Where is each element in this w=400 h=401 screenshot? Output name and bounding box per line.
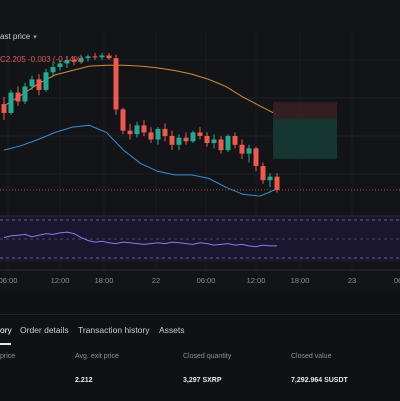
table-cell: 2.212 (75, 377, 93, 384)
tab-order-details[interactable]: Order details (20, 325, 69, 335)
tab-ory[interactable]: ory (0, 325, 12, 335)
column-header: Closed quantity (183, 353, 232, 360)
candle-body (71, 59, 77, 62)
candle-body (15, 92, 21, 102)
candle-body (169, 135, 175, 145)
candle-body (218, 139, 224, 151)
column-header: price (0, 353, 16, 360)
candle-body (253, 148, 259, 167)
candle-body (267, 176, 273, 181)
candle-body (134, 125, 140, 135)
time-axis-label: 06 (393, 276, 400, 285)
candle-body (190, 132, 196, 142)
candle-body (162, 128, 168, 136)
time-axis-label: 06:00 (0, 276, 18, 285)
candle-body (274, 176, 280, 190)
candle-body (260, 166, 266, 181)
bottom-panel: ory Order details Transaction history Asset… (0, 314, 400, 401)
tab-assets[interactable]: Assets (159, 325, 185, 335)
candle-body (204, 135, 210, 144)
candle-body (246, 148, 252, 154)
candle-body (127, 130, 133, 135)
candle-body (85, 56, 91, 59)
candle-body (239, 144, 245, 154)
candle-body (22, 86, 28, 102)
time-axis-label: 12:00 (246, 276, 266, 285)
chevron-down-icon: ▾ (33, 33, 37, 41)
candle-body (8, 92, 14, 113)
column-header: Closed value (291, 353, 332, 360)
candle-body (155, 128, 161, 140)
candle-body (141, 125, 147, 133)
candle-body (57, 63, 63, 67)
ohlc-readout: C2.205 -0.003 (-0.14%) (0, 55, 84, 64)
candle-body (64, 59, 70, 64)
candle-body (43, 72, 49, 90)
candle-body (148, 132, 154, 140)
candle-body (1, 104, 7, 113)
candle-body (50, 66, 56, 73)
candle-body (106, 55, 112, 59)
candle-body (113, 58, 119, 110)
candle-body (183, 137, 189, 142)
candle-body (78, 58, 84, 62)
stop-loss-zone (273, 102, 337, 119)
candle-body (120, 109, 126, 131)
take-profit-zone (273, 118, 337, 159)
candle-body (197, 132, 203, 136)
price-mode-label: ast price (0, 32, 31, 41)
time-axis-label: 12:00 (50, 276, 70, 285)
time-axis-label: 23 (347, 276, 357, 285)
candle-body (92, 56, 98, 58)
rsi-line (3, 231, 277, 248)
tab-transaction-history[interactable]: Transaction history (78, 325, 150, 335)
candle-body (36, 79, 42, 90)
price-mode-dropdown[interactable]: ast price ▾ (0, 32, 37, 41)
column-header: Avg. exit price (75, 353, 119, 360)
candle-body (225, 135, 231, 151)
table-cell: 3,297 SXRP (183, 377, 222, 384)
table-cell: 7,292.964 SUSDT (291, 377, 348, 384)
candle-body (99, 55, 105, 58)
candlestick-chart-svg[interactable] (0, 0, 400, 276)
candle-body (176, 137, 182, 145)
candle-body (211, 139, 217, 144)
time-axis-label: 18:00 (94, 276, 114, 285)
time-axis-label: 06:00 (196, 276, 216, 285)
active-tab-indicator (0, 343, 11, 345)
price-chart[interactable]: ast price ▾ C2.205 -0.003 (-0.14%) 06:00… (0, 0, 400, 292)
upper-band-line (3, 64, 278, 116)
candle-body (29, 79, 35, 87)
time-axis: 06:00 12:00 18:00 22 06:00 12:00 18:00 23 06 (0, 276, 400, 290)
time-axis-label: 18:00 (290, 276, 310, 285)
candle-body (232, 135, 238, 145)
time-axis-label: 22 (151, 276, 161, 285)
